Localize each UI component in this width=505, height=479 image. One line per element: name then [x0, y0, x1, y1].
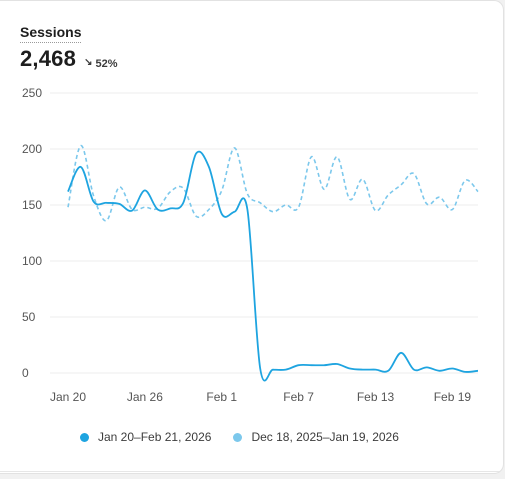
y-tick-label: 50 [22, 310, 36, 324]
x-tick-label: Feb 7 [283, 390, 314, 404]
metric-value: 2,468 [20, 46, 77, 71]
legend-item-previous[interactable]: Dec 18, 2025–Jan 19, 2026 [233, 430, 399, 444]
arrow-down-right-icon: ↘ [84, 57, 93, 68]
y-tick-label: 0 [22, 366, 29, 380]
trend-percent: 52% [95, 57, 118, 70]
card-footer-divider [0, 471, 503, 472]
y-tick-label: 250 [22, 86, 42, 100]
legend-label-previous: Dec 18, 2025–Jan 19, 2026 [251, 430, 399, 444]
x-tick-label: Feb 19 [434, 390, 472, 404]
y-tick-label: 200 [22, 142, 42, 156]
x-tick-label: Feb 13 [357, 390, 395, 404]
x-tick-label: Feb 1 [206, 390, 237, 404]
legend-swatch-current [80, 432, 89, 442]
y-tick-label: 150 [22, 198, 42, 212]
y-tick-label: 100 [22, 254, 42, 268]
legend-item-current[interactable]: Jan 20–Feb 21, 2026 [80, 430, 211, 444]
x-tick-label: Jan 26 [127, 390, 163, 404]
x-tick-label: Jan 20 [50, 390, 86, 404]
legend-swatch-previous [233, 432, 243, 442]
chart-legend: Jan 20–Feb 21, 2026 Dec 18, 2025–Jan 19,… [80, 430, 421, 444]
legend-label-current: Jan 20–Feb 21, 2026 [98, 430, 212, 444]
sessions-line-chart[interactable]: 0 50 100 150 200 250 Jan 20 Jan 26 Feb 1 Feb 7 Feb… [0, 1, 504, 421]
series-line-previous [67, 144, 479, 222]
metric-row: 2,468 ↘ 52% [20, 46, 117, 72]
series-line-current [67, 150, 479, 382]
trend-badge: ↘ 52% [84, 57, 118, 70]
metric-title[interactable]: Sessions [20, 24, 82, 43]
